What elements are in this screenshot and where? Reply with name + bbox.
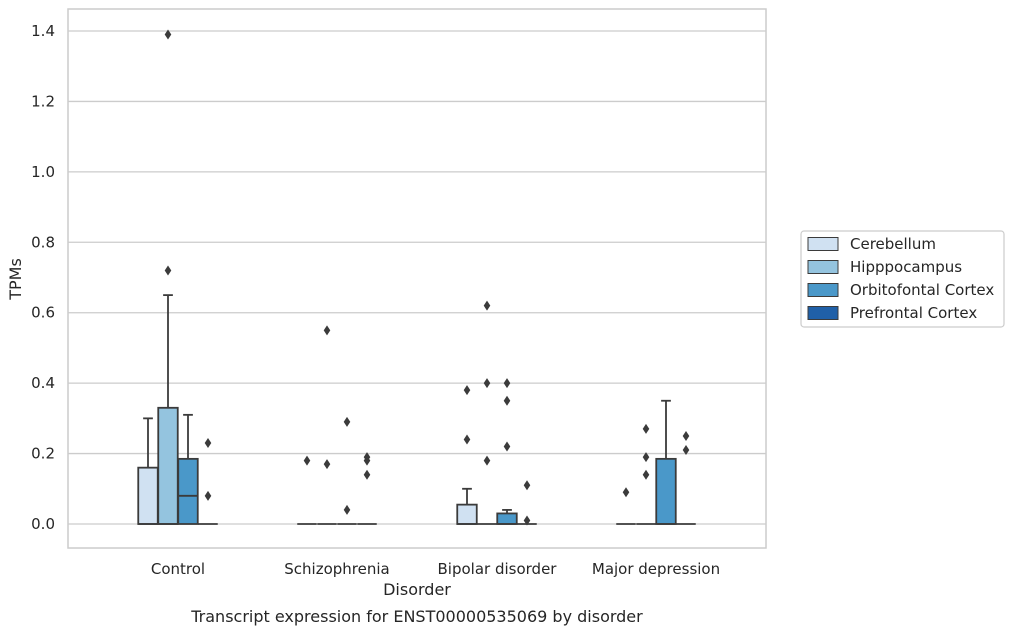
outlier-point <box>463 385 471 396</box>
legend-items: Cerebellum Hipppocampus Orbitofontal Corte… <box>807 235 994 322</box>
box-hipppocampus-control <box>157 29 179 525</box>
outlier-point <box>523 515 531 526</box>
outlier-point <box>363 455 371 466</box>
box-cerebellum-control <box>137 417 159 525</box>
box-body <box>655 457 677 525</box>
box-body <box>177 457 199 525</box>
outlier-point <box>323 325 331 336</box>
outlier-point <box>642 469 650 480</box>
y-tick-label: 1.4 <box>31 22 55 40</box>
box-prefrontal-cortex-major-depression <box>676 430 696 525</box>
chart-title: Transcript expression for ENST0000053506… <box>190 607 643 626</box>
outlier-point <box>642 452 650 463</box>
legend-label: Orbitofontal Cortex <box>850 281 994 299</box>
outlier-point <box>343 504 351 515</box>
y-tick-label: 0.8 <box>31 233 55 251</box>
box-orbitofontal-cortex-schizophrenia <box>337 416 357 525</box>
outlier-point <box>363 469 371 480</box>
ticks-layer: 0.0 0.2 0.4 0.6 0.8 1.0 1.2 1.4 Control Schizophr… <box>31 22 720 578</box>
legend-swatch <box>807 237 839 251</box>
outlier-point <box>164 29 172 40</box>
outlier-point <box>503 378 511 389</box>
outlier-point <box>523 480 531 491</box>
outlier-point <box>682 445 690 456</box>
y-tick-label: 0.6 <box>31 304 55 322</box>
y-tick-label: 0.0 <box>31 515 55 533</box>
outlier-point <box>483 378 491 389</box>
box-orbitofontal-cortex-bipolar-disorder <box>496 378 518 525</box>
x-tick-label: Bipolar disorder <box>438 560 558 578</box>
box-orbitofontal-cortex-major-depression <box>655 399 677 525</box>
box-body <box>157 406 179 525</box>
legend-swatch <box>807 260 839 274</box>
outlier-point <box>503 441 511 452</box>
y-axis-label: TPMs <box>6 258 25 301</box>
outlier-point <box>463 434 471 445</box>
outlier-point <box>343 416 351 427</box>
box-cerebellum-major-depression <box>616 487 636 525</box>
legend-label: Cerebellum <box>850 235 936 253</box>
y-tick-label: 1.2 <box>31 92 55 110</box>
marks-layer <box>137 29 696 526</box>
x-axis-label: Disorder <box>383 580 451 599</box>
outlier-point <box>303 455 311 466</box>
y-tick-label: 1.0 <box>31 163 55 181</box>
x-tick-label: Major depression <box>592 560 720 578</box>
outlier-point <box>164 265 172 276</box>
outlier-point <box>483 455 491 466</box>
legend-label: Prefrontal Cortex <box>850 304 977 322</box>
outlier-point <box>622 487 630 498</box>
outlier-point <box>204 490 212 501</box>
box-prefrontal-cortex-schizophrenia <box>357 452 377 525</box>
box-hipppocampus-major-depression <box>636 423 656 525</box>
outlier-point <box>642 423 650 434</box>
box-cerebellum-bipolar-disorder <box>456 385 478 525</box>
y-tick-label: 0.4 <box>31 374 55 392</box>
x-tick-label: Control <box>151 560 205 578</box>
box-prefrontal-cortex-bipolar-disorder <box>517 480 537 526</box>
legend-swatch <box>807 306 839 320</box>
outlier-point <box>503 395 511 406</box>
legend-label: Hipppocampus <box>850 258 962 276</box>
box-prefrontal-cortex-control <box>198 438 218 525</box>
outlier-point <box>682 430 690 441</box>
box-body <box>137 466 159 525</box>
x-tick-label: Schizophrenia <box>284 560 389 578</box>
box-cerebellum-schizophrenia <box>297 455 317 525</box>
legend: Cerebellum Hipppocampus Orbitofontal Corte… <box>800 230 1005 328</box>
outlier-point <box>323 459 331 470</box>
box-orbitofontal-cortex-control <box>177 413 199 525</box>
outlier-point <box>204 438 212 449</box>
box-hipppocampus-bipolar-disorder <box>477 300 497 525</box>
box-body <box>496 512 518 525</box>
box-body <box>456 503 478 525</box>
legend-swatch <box>807 283 839 297</box>
plot-frame-layer <box>67 8 767 549</box>
outlier-point <box>483 300 491 311</box>
legend-frame <box>800 230 1005 328</box>
y-tick-label: 0.2 <box>31 445 55 463</box>
plot-frame <box>67 8 767 549</box>
box-hipppocampus-schizophrenia <box>317 325 337 525</box>
